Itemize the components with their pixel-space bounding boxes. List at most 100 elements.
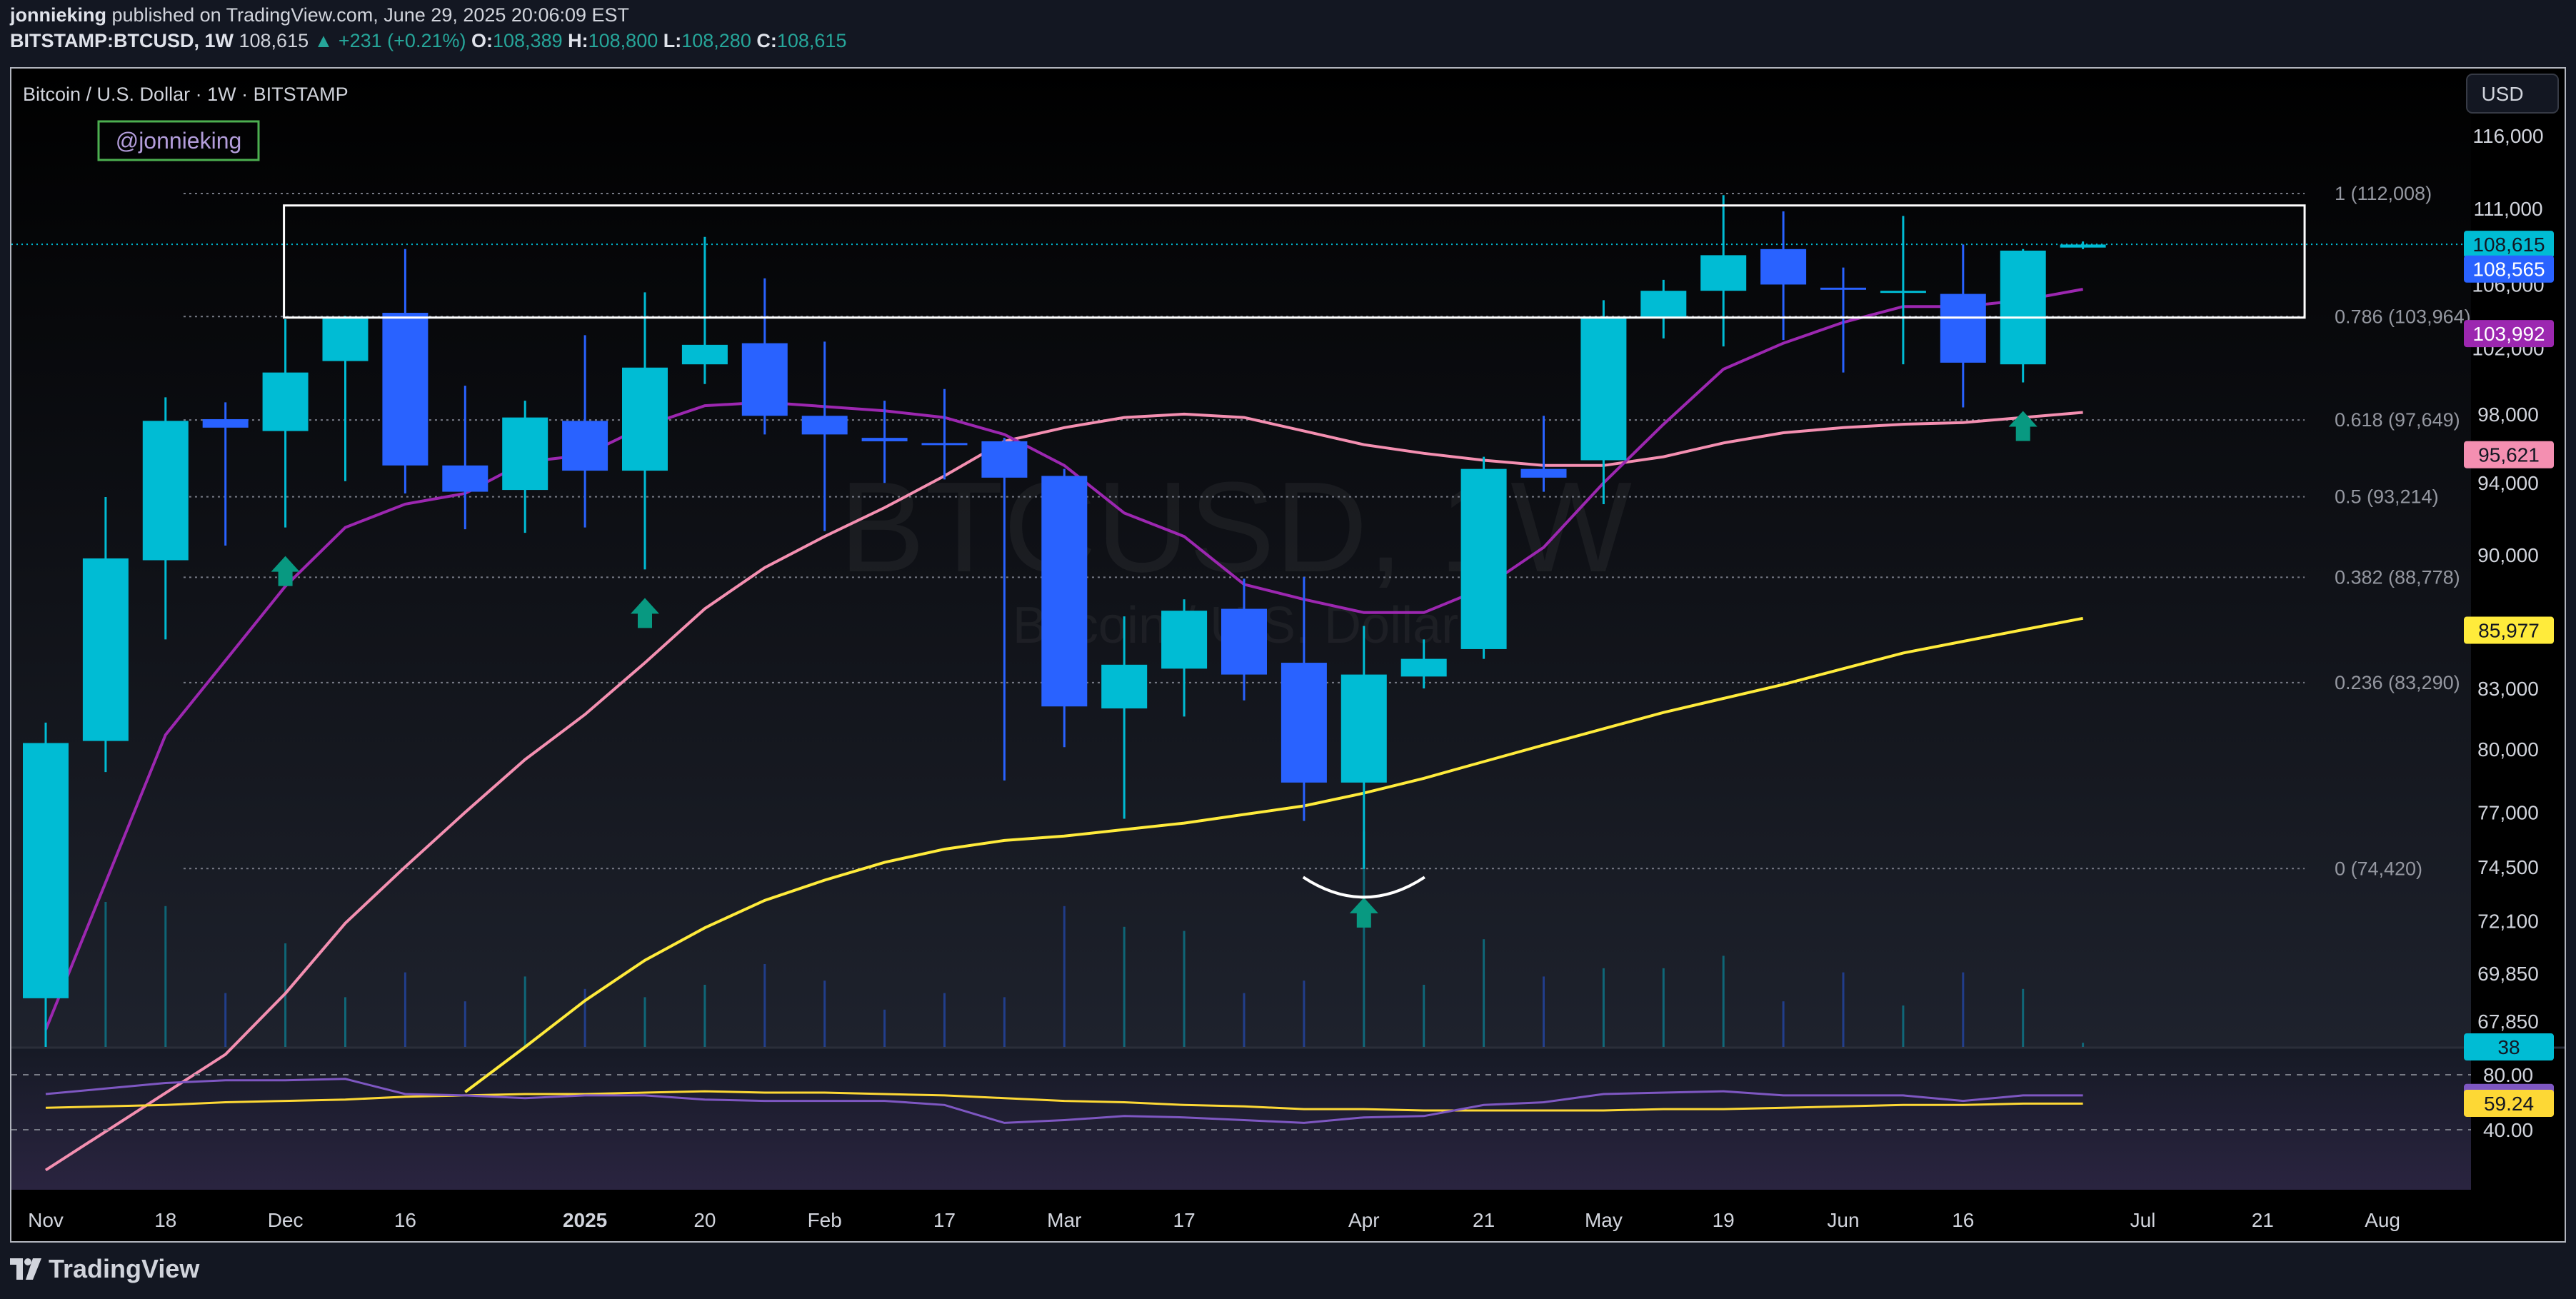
candle-body[interactable] bbox=[861, 438, 908, 441]
low-value: 108,280 bbox=[681, 30, 751, 51]
candle-body[interactable] bbox=[382, 313, 429, 466]
candle-body[interactable] bbox=[681, 344, 728, 365]
price-axis-label: 77,000 bbox=[2477, 801, 2539, 823]
fibonacci-levels[interactable]: 1 (112,008) 0.786 (103,964) 0.618 (97,649)… bbox=[11, 183, 2471, 879]
candle-body[interactable] bbox=[1041, 476, 1088, 707]
candle-body[interactable] bbox=[741, 343, 788, 416]
candlestick-series[interactable] bbox=[23, 195, 2106, 1048]
candle-body[interactable] bbox=[1700, 255, 1747, 291]
time-axis[interactable]: Nov 18 Dec 16 2025 20 Feb 17 Mar 17 Apr 21 May 19 Jun 1… bbox=[28, 1209, 2400, 1231]
price-tag[interactable]: 38 bbox=[2464, 1033, 2554, 1061]
candle-body[interactable] bbox=[1940, 294, 1986, 363]
time-axis-background bbox=[11, 1190, 2565, 1241]
candle-body[interactable] bbox=[801, 416, 848, 435]
volume-bar bbox=[1962, 972, 1965, 1047]
candle-body[interactable] bbox=[1340, 674, 1387, 783]
candle-body[interactable] bbox=[322, 317, 369, 361]
volume-bar bbox=[1483, 939, 1485, 1047]
price-axis-label: 116,000 bbox=[2472, 125, 2543, 147]
published-text: published on TradingView.com, June 29, 2… bbox=[111, 4, 630, 26]
volume-bar bbox=[1183, 931, 1186, 1047]
price-change: ▲ +231 (+0.21%) bbox=[314, 30, 466, 51]
currency-label: USD bbox=[2481, 83, 2523, 105]
candle-body[interactable] bbox=[262, 372, 309, 431]
up-arrow-icon[interactable] bbox=[1349, 897, 1378, 928]
time-axis-label: 17 bbox=[1173, 1209, 1196, 1231]
support-arc[interactable] bbox=[1302, 876, 1425, 899]
fib-level-label: 0.382 (88,778) bbox=[2335, 566, 2460, 588]
candle-body[interactable] bbox=[1281, 663, 1327, 783]
volume-bar bbox=[1423, 985, 1425, 1047]
up-arrow-icon[interactable] bbox=[2008, 411, 2038, 441]
candle-body[interactable] bbox=[622, 367, 668, 471]
candle-body[interactable] bbox=[502, 417, 548, 491]
author-name[interactable]: jonnieking bbox=[10, 4, 106, 26]
volume-bar bbox=[2082, 1043, 2085, 1047]
price-axis-label: 83,000 bbox=[2477, 678, 2539, 700]
price-tag[interactable]: 85,977 bbox=[2464, 616, 2554, 644]
price-axis[interactable]: 116,000111,000106,000102,00098,00094,000… bbox=[2464, 125, 2554, 1141]
volume-bar bbox=[164, 906, 167, 1047]
resistance-box[interactable] bbox=[283, 204, 2306, 319]
candle-body[interactable] bbox=[1820, 287, 1866, 290]
volume-bar bbox=[883, 1009, 886, 1047]
price-tag-background bbox=[2464, 255, 2554, 283]
annotations[interactable] bbox=[271, 204, 2306, 928]
candle-body[interactable] bbox=[1580, 317, 1627, 461]
candle-body[interactable] bbox=[1161, 611, 1208, 669]
rsi-tag[interactable]: 59.24 bbox=[2464, 1089, 2554, 1117]
price-tag[interactable]: 108,615 bbox=[2464, 231, 2554, 259]
volume-bar bbox=[943, 993, 946, 1047]
candle-body[interactable] bbox=[442, 465, 488, 492]
up-arrow-icon[interactable] bbox=[631, 598, 659, 628]
footer-brand[interactable]: TradingView bbox=[10, 1254, 199, 1284]
time-axis-label: 20 bbox=[693, 1209, 716, 1231]
candle-body[interactable] bbox=[981, 441, 1028, 478]
time-axis-label: 21 bbox=[1473, 1209, 1495, 1231]
price-tag-label: 95,621 bbox=[2478, 444, 2540, 466]
candle-body[interactable] bbox=[82, 558, 129, 741]
time-axis-label: Apr bbox=[1348, 1209, 1380, 1231]
candle-body[interactable] bbox=[142, 421, 189, 561]
time-axis-label: 16 bbox=[1952, 1209, 1974, 1231]
volume-bar bbox=[1902, 1005, 1905, 1047]
price-tag[interactable]: 103,992 bbox=[2464, 320, 2554, 348]
price-tag[interactable]: 95,621 bbox=[2464, 441, 2554, 468]
candle-body[interactable] bbox=[202, 418, 249, 428]
volume-bar bbox=[823, 980, 826, 1047]
candle-body[interactable] bbox=[1880, 291, 1926, 294]
price-tag-background bbox=[2464, 231, 2554, 259]
candle-body[interactable] bbox=[23, 743, 69, 998]
candle-body[interactable] bbox=[2060, 244, 2106, 248]
currency-button[interactable]: USD bbox=[2466, 74, 2559, 114]
time-axis-label: Mar bbox=[1047, 1209, 1081, 1231]
time-axis-label: 17 bbox=[933, 1209, 956, 1231]
candle-body[interactable] bbox=[2000, 250, 2046, 365]
rsi-axis-label: 40.00 bbox=[2483, 1119, 2533, 1141]
symbol-label[interactable]: BITSTAMP:BTCUSD, 1W bbox=[10, 30, 234, 51]
up-arrow-icon[interactable] bbox=[271, 556, 300, 586]
candle-body[interactable] bbox=[1760, 249, 1807, 285]
candle-body[interactable] bbox=[921, 443, 968, 446]
last-price: 108,615 bbox=[239, 30, 309, 51]
volume-bar bbox=[1662, 968, 1665, 1047]
price-tag[interactable]: 108,565 bbox=[2464, 255, 2554, 283]
candle-body[interactable] bbox=[1460, 468, 1507, 649]
volume-bar bbox=[1303, 980, 1305, 1047]
price-tag-label: 103,992 bbox=[2472, 323, 2545, 345]
time-axis-label: Jun bbox=[1827, 1209, 1859, 1231]
candle-body[interactable] bbox=[1640, 291, 1687, 318]
price-axis-label: 94,000 bbox=[2477, 472, 2539, 494]
candle-body[interactable] bbox=[1400, 658, 1447, 677]
time-axis-label: 21 bbox=[2252, 1209, 2274, 1231]
candle-body[interactable] bbox=[1221, 608, 1267, 675]
open-label: O: bbox=[471, 30, 493, 51]
volume-bar bbox=[1363, 831, 1365, 1047]
candle-body[interactable] bbox=[1101, 664, 1148, 709]
time-axis-label: Jul bbox=[2130, 1209, 2156, 1231]
candle-body[interactable] bbox=[1520, 468, 1567, 478]
ohlc-line: BITSTAMP:BTCUSD, 1W 108,615 ▲ +231 (+0.2… bbox=[10, 30, 846, 52]
candle-body[interactable] bbox=[562, 421, 608, 471]
price-axis-label: 67,850 bbox=[2477, 1010, 2539, 1033]
